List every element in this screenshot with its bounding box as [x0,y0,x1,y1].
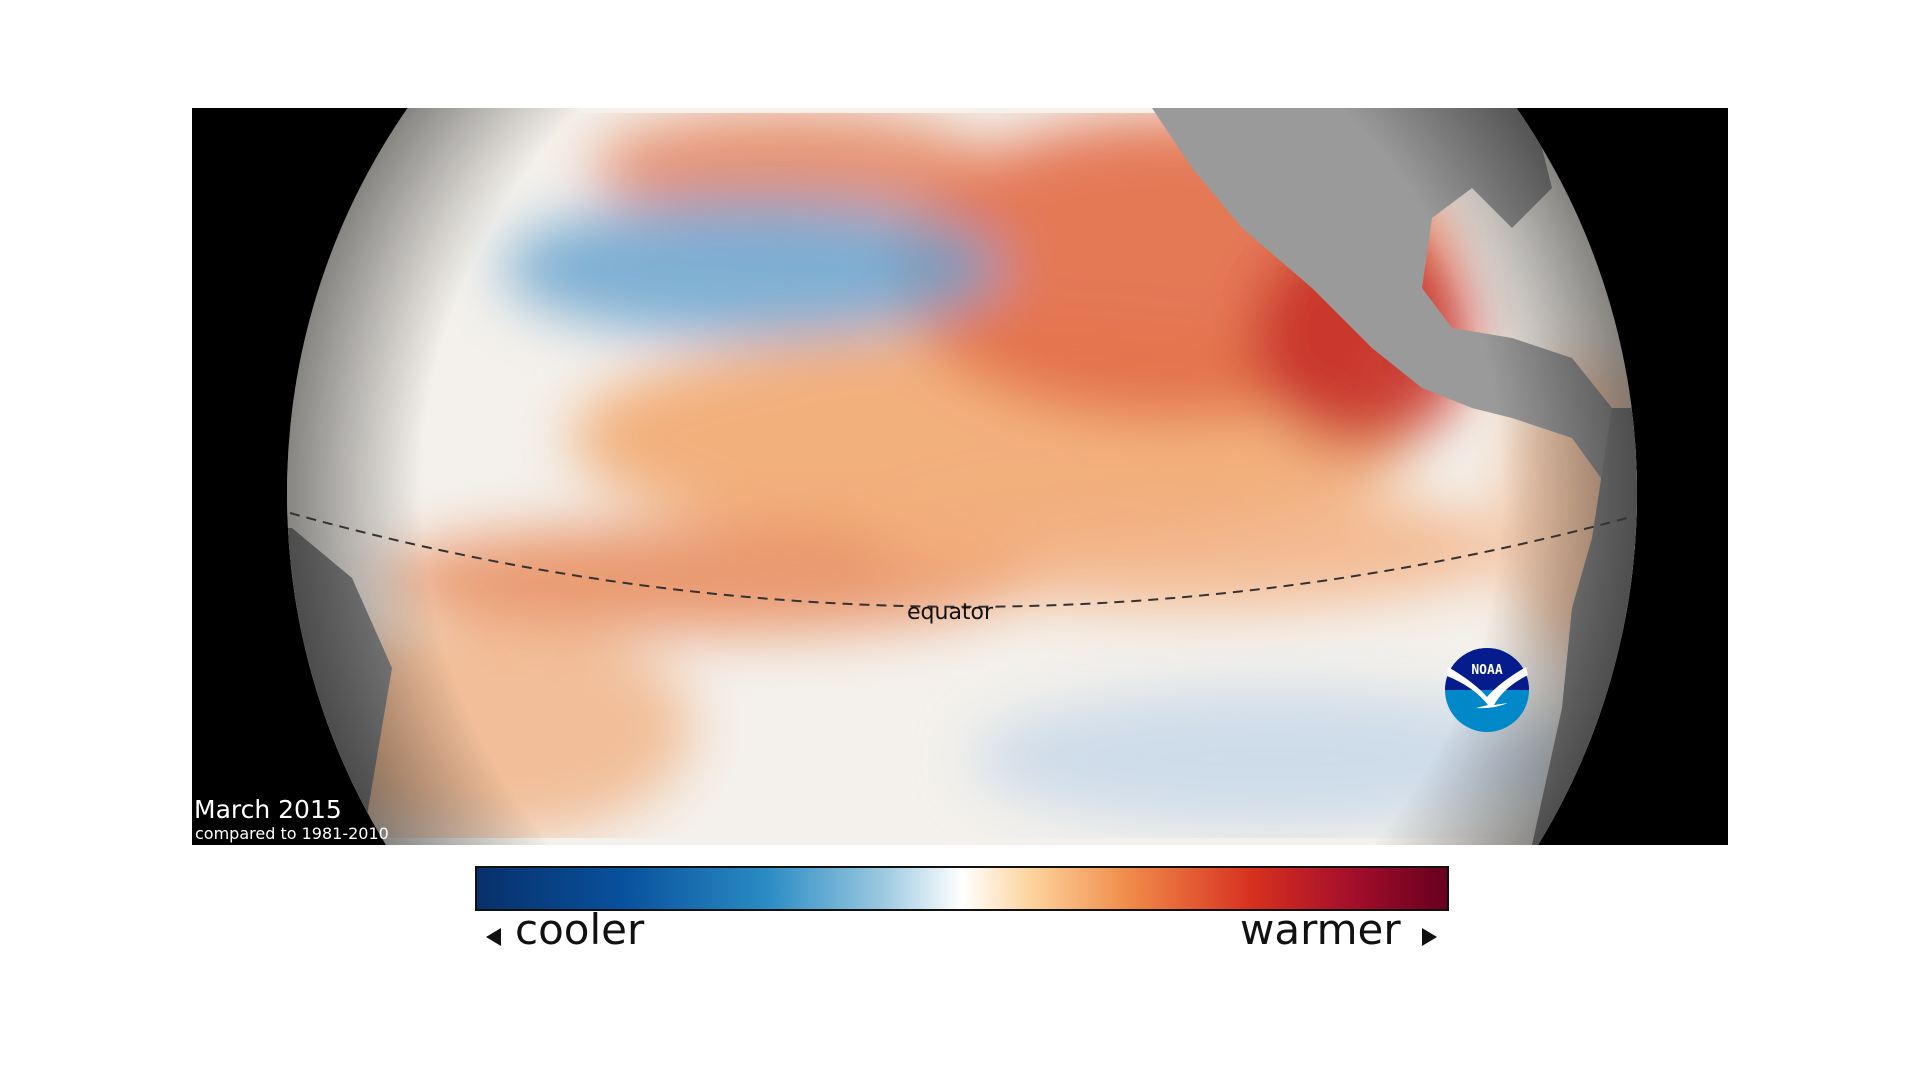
globe [286,108,1638,845]
warmer-label: warmer [1240,905,1401,954]
svg-text:NOAA: NOAA [1471,663,1502,678]
color-scale-bar [475,866,1449,911]
arrow-left-icon [486,928,501,946]
arrow-right-icon [1422,928,1437,946]
sea-surface-temperature-map: equator March 2015 compared to 1981-2010 [192,108,1728,845]
noaa-logo: NOAA [1445,648,1529,732]
baseline-label: compared to 1981-2010 [195,824,389,843]
date-label: March 2015 [194,795,342,824]
cooler-label: cooler [515,905,645,954]
equator-line [289,512,1628,608]
equator-label: equator [907,600,994,625]
globe-shading [286,108,1638,845]
